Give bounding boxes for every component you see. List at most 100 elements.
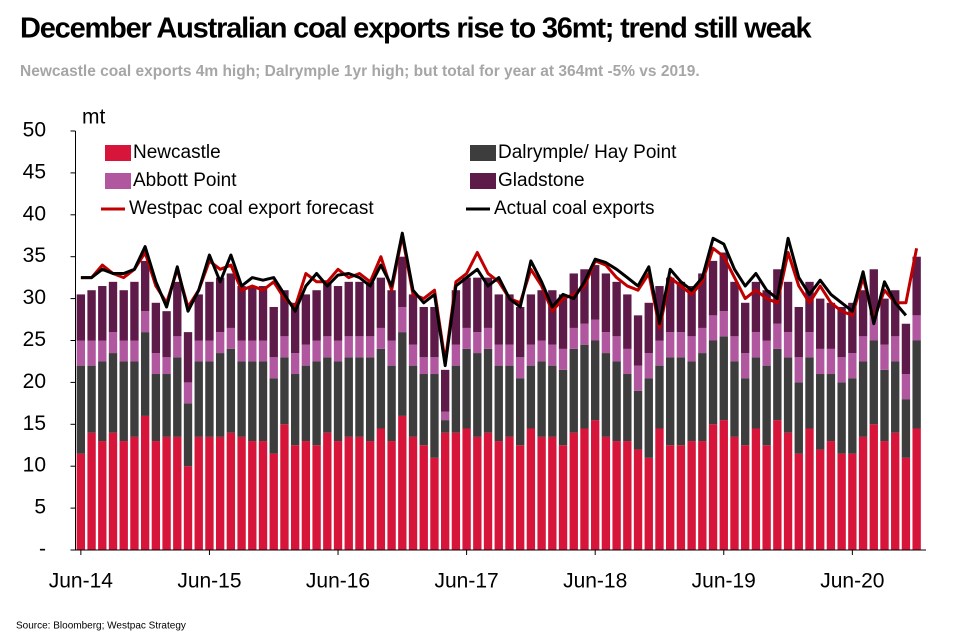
bar-segment (612, 441, 621, 550)
bar-segment (505, 344, 514, 366)
bar-segment (741, 302, 750, 354)
bar-segment (130, 340, 139, 362)
bar-segment (901, 323, 911, 375)
bar-segment (869, 424, 878, 550)
bar-segment (130, 361, 139, 437)
bar-segment (741, 378, 750, 446)
bar-segment (237, 340, 246, 362)
bar-segment (269, 453, 278, 550)
bar-segment (698, 327, 707, 354)
bar-segment (558, 445, 568, 550)
y-tick-label: 5 (34, 496, 46, 519)
bar-segment (730, 436, 739, 550)
bar-segment (494, 365, 503, 442)
bar-segment (269, 378, 278, 454)
y-tick-label: 40 (23, 202, 46, 225)
bar-segment (901, 457, 911, 550)
bar-segment (87, 365, 96, 433)
bar-segment (644, 457, 653, 550)
bar-segment (751, 357, 761, 429)
bar-segment (558, 348, 568, 370)
bar-segment (451, 432, 461, 550)
bar-segment (516, 357, 525, 379)
x-tick-label: Jun-15 (177, 570, 241, 593)
x-tick-label: Jun-14 (49, 570, 114, 593)
bar-segment (151, 374, 161, 442)
bar-segment (858, 361, 868, 437)
bar-segment (408, 294, 418, 345)
legend-label: Gladstone (498, 170, 585, 191)
bar-segment (183, 403, 193, 467)
bar-segment (387, 365, 396, 442)
bar-segment (355, 436, 364, 550)
bar-segment (237, 436, 246, 550)
bar-segment (398, 415, 407, 550)
y-tick-label: 15 (23, 412, 46, 435)
bar-segment (76, 365, 86, 454)
bar-segment (901, 399, 911, 458)
bar-segment (376, 348, 386, 429)
bar-segment (215, 332, 225, 354)
bar-segment (612, 336, 621, 362)
bar-segment (666, 277, 675, 333)
bar-segment (87, 340, 96, 366)
bar-segment (633, 315, 643, 366)
bar-segment (558, 369, 568, 446)
bar-segment (805, 428, 814, 550)
bar-segment (419, 357, 428, 375)
bar-segment (98, 441, 107, 550)
bar-segment (258, 361, 268, 442)
bar-segment (805, 281, 814, 333)
bar-segment (891, 432, 900, 550)
bar-segment (698, 353, 707, 442)
bar-segment (344, 357, 353, 437)
bar-segment (269, 306, 278, 358)
bar-segment (76, 340, 86, 366)
bar-segment (140, 332, 150, 416)
bar-segment (323, 336, 332, 358)
bar-segment (408, 344, 418, 366)
bar-segment (612, 361, 621, 442)
bar-segment (548, 344, 557, 366)
bar-segment (237, 361, 246, 437)
bar-segment (708, 315, 718, 341)
bar-segment (323, 281, 332, 337)
bar-segment (98, 340, 107, 362)
bar-segment (280, 336, 289, 358)
bar-segment (505, 294, 514, 345)
bar-segment (794, 453, 803, 550)
bar-segment (312, 445, 321, 550)
bar-segment (816, 374, 825, 450)
bar-segment (826, 441, 836, 550)
bar-segment (290, 374, 300, 446)
bar-segment (237, 286, 246, 341)
bar-segment (140, 311, 150, 333)
bar-segment (837, 453, 846, 550)
bar-segment (569, 432, 578, 550)
bar-segment (98, 286, 107, 341)
bar-segment (408, 436, 418, 550)
chart-title: December Australian coal exports rise to… (20, 13, 812, 45)
bar-segment (162, 374, 171, 437)
legend-swatch (105, 145, 131, 161)
bar-segment (333, 286, 343, 341)
bar-segment (730, 336, 739, 362)
legend-swatch (470, 145, 496, 161)
bar-segment (494, 294, 503, 345)
bar-segment (505, 436, 514, 550)
bar-segment (173, 281, 182, 337)
bar-segment (783, 357, 793, 433)
bar-segment (623, 294, 632, 349)
y-tick-label: 35 (23, 244, 46, 267)
bar-segment (719, 336, 728, 421)
bar-segment (419, 306, 428, 358)
bar-segment (762, 365, 771, 446)
bar-segment (226, 273, 236, 328)
bar-segment (526, 428, 536, 550)
bar-segment (633, 449, 643, 550)
bar-segment (912, 428, 921, 550)
bar-segment (76, 453, 86, 550)
bar-segment (333, 361, 343, 442)
bar-segment (912, 256, 921, 316)
